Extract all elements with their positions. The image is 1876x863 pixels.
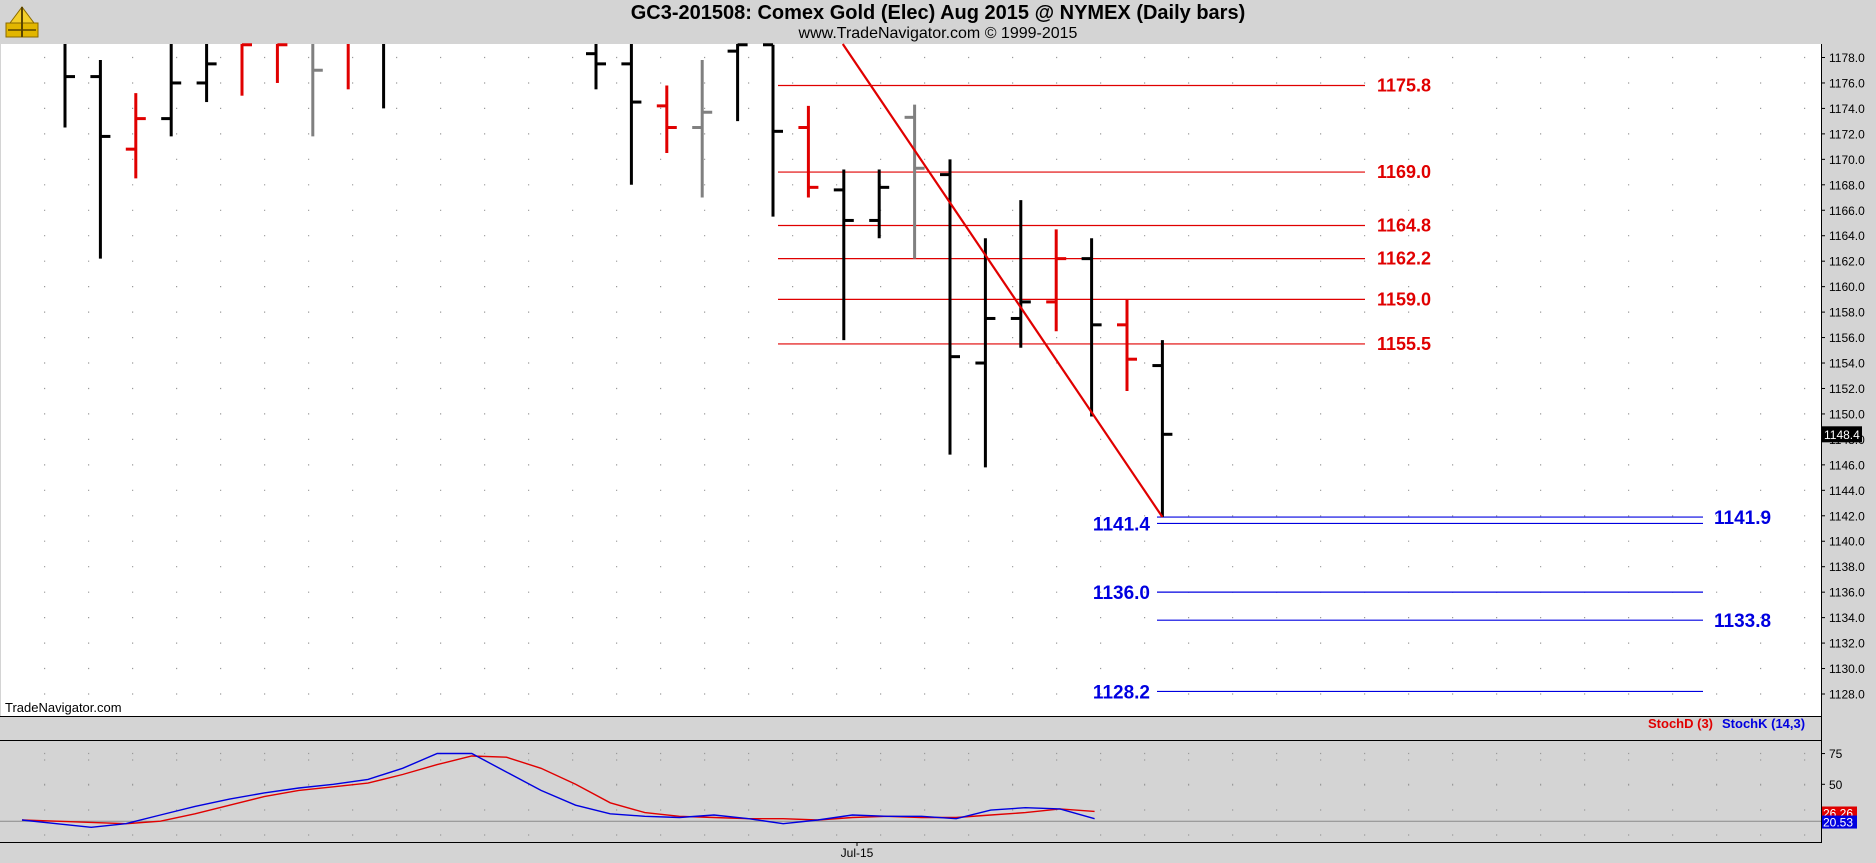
stochd-line [21,755,1095,825]
stoch-grid [0,752,1821,836]
stochk-line [21,752,1095,829]
stochk-last-value: 20.53 [1823,816,1853,830]
ohlc-bar [311,44,323,137]
y-tick-label: 1152.0 [1829,382,1865,396]
y-tick-label: 1136.0 [1829,586,1865,600]
chart-copyright: www.TradeNavigator.com © 1999-2015 [798,25,1078,42]
ohlc-bar [63,44,75,128]
ohlc-bar [125,93,146,179]
y-tick-label: 1162.0 [1829,255,1865,269]
last-price-tag [1822,426,1862,443]
y-tick-label: 1178.0 [1829,51,1865,65]
support-label: 1141.4 [1093,514,1150,535]
ohlc-bar [275,43,288,83]
y-tick-label: 1170.0 [1829,153,1865,167]
y-tick-label: 1144.0 [1829,484,1865,498]
stoch-grid-dots [44,752,1806,836]
plot-background [1,44,1821,717]
ohlc-bar [1117,299,1137,392]
ohlc-bar [904,104,925,259]
y-tick-label: 1130.0 [1829,662,1865,676]
y-tick-label: 1132.0 [1829,637,1865,651]
y-tick-label: 1146.0 [1829,458,1865,472]
ohlc-bar [727,43,748,122]
y-tick-label: 1150.0 [1829,407,1865,421]
stochd-legend: StochD (3) [1648,716,1713,731]
support-label: 1133.8 [1714,611,1771,632]
ohlc-bar [240,43,252,96]
ohlc-bar [1046,229,1067,332]
y-tick-label: 1168.0 [1829,178,1865,192]
ohlc-bar [763,43,783,217]
trendline-group [841,43,1164,518]
price-bars [63,43,1173,518]
y-tick-label: 1142.0 [1829,509,1865,523]
ohlc-bar [1081,238,1102,417]
ohlc-bar [975,238,996,468]
price-y-axis: 1128.0 1130.0 1132.0 1134.0 1136.0 1138.0 1140… [1821,51,1865,702]
resistance-label: 1164.8 [1377,216,1431,236]
ohlc-bar [940,159,960,455]
resistance-label: 1162.2 [1377,249,1431,269]
level-lines: 1175.8 1169.0 1164.8 1162.2 1159.0 1155.5 1141… [778,76,1771,703]
y-tick-label: 1172.0 [1829,127,1865,141]
stoch-tick-label: 75 [1829,747,1843,761]
ohlc-bar [586,44,606,90]
ohlc-bar [798,105,819,198]
y-tick-label: 1128.0 [1829,688,1865,702]
y-tick-label: 1154.0 [1829,357,1865,371]
y-tick-label: 1166.0 [1829,204,1865,218]
y-tick-label: 1160.0 [1829,280,1865,294]
ohlc-bar [196,44,217,103]
resistance-label: 1159.0 [1377,289,1431,309]
y-tick-label: 1158.0 [1829,306,1865,320]
ohlc-bar [833,169,854,341]
title-bar: GC3-201508: Comex Gold (Elec) Aug 2015 @… [0,0,1876,44]
chart-title: GC3-201508: Comex Gold (Elec) Aug 2015 @… [630,2,1246,24]
downtrend-line [841,43,1164,518]
watermark-label: TradeNavigator.com [5,700,122,715]
ohlc-bar [869,169,890,239]
price-grid [44,56,1806,695]
ohlc-bar [161,44,182,137]
ohlc-bar [1152,340,1173,518]
trade-navigator-logo-icon [5,6,39,38]
ohlc-bar [692,60,713,198]
y-tick-label: 1138.0 [1829,560,1865,574]
y-tick-label: 1134.0 [1829,611,1865,625]
y-tick-label: 1176.0 [1829,76,1865,90]
support-label: 1128.2 [1093,682,1150,703]
x-axis-date-label: Jul-15 [841,846,874,860]
resistance-label: 1169.0 [1377,162,1431,182]
resistance-label: 1155.5 [1377,334,1431,354]
ohlc-bar [1010,200,1031,348]
stochk-value-tag [1822,815,1857,829]
ohlc-bar [656,85,677,153]
y-tick-label: 1164.0 [1829,229,1865,243]
resistance-label: 1175.8 [1377,76,1431,96]
ohlc-bar [90,60,111,259]
y-tick-label: 1174.0 [1829,102,1865,116]
ohlc-bar [621,44,642,185]
grid-dots [44,56,1806,695]
last-price-value: 1148.4 [1824,428,1860,442]
stoch-tick-label: 50 [1829,778,1843,792]
support-label: 1136.0 [1093,583,1150,604]
support-label: 1141.9 [1714,508,1771,529]
y-tick-label: 1156.0 [1829,331,1865,345]
y-tick-label: 1140.0 [1829,535,1865,549]
stoch-lines [21,752,1095,829]
stochk-legend: StochK (14,3) [1722,716,1805,731]
